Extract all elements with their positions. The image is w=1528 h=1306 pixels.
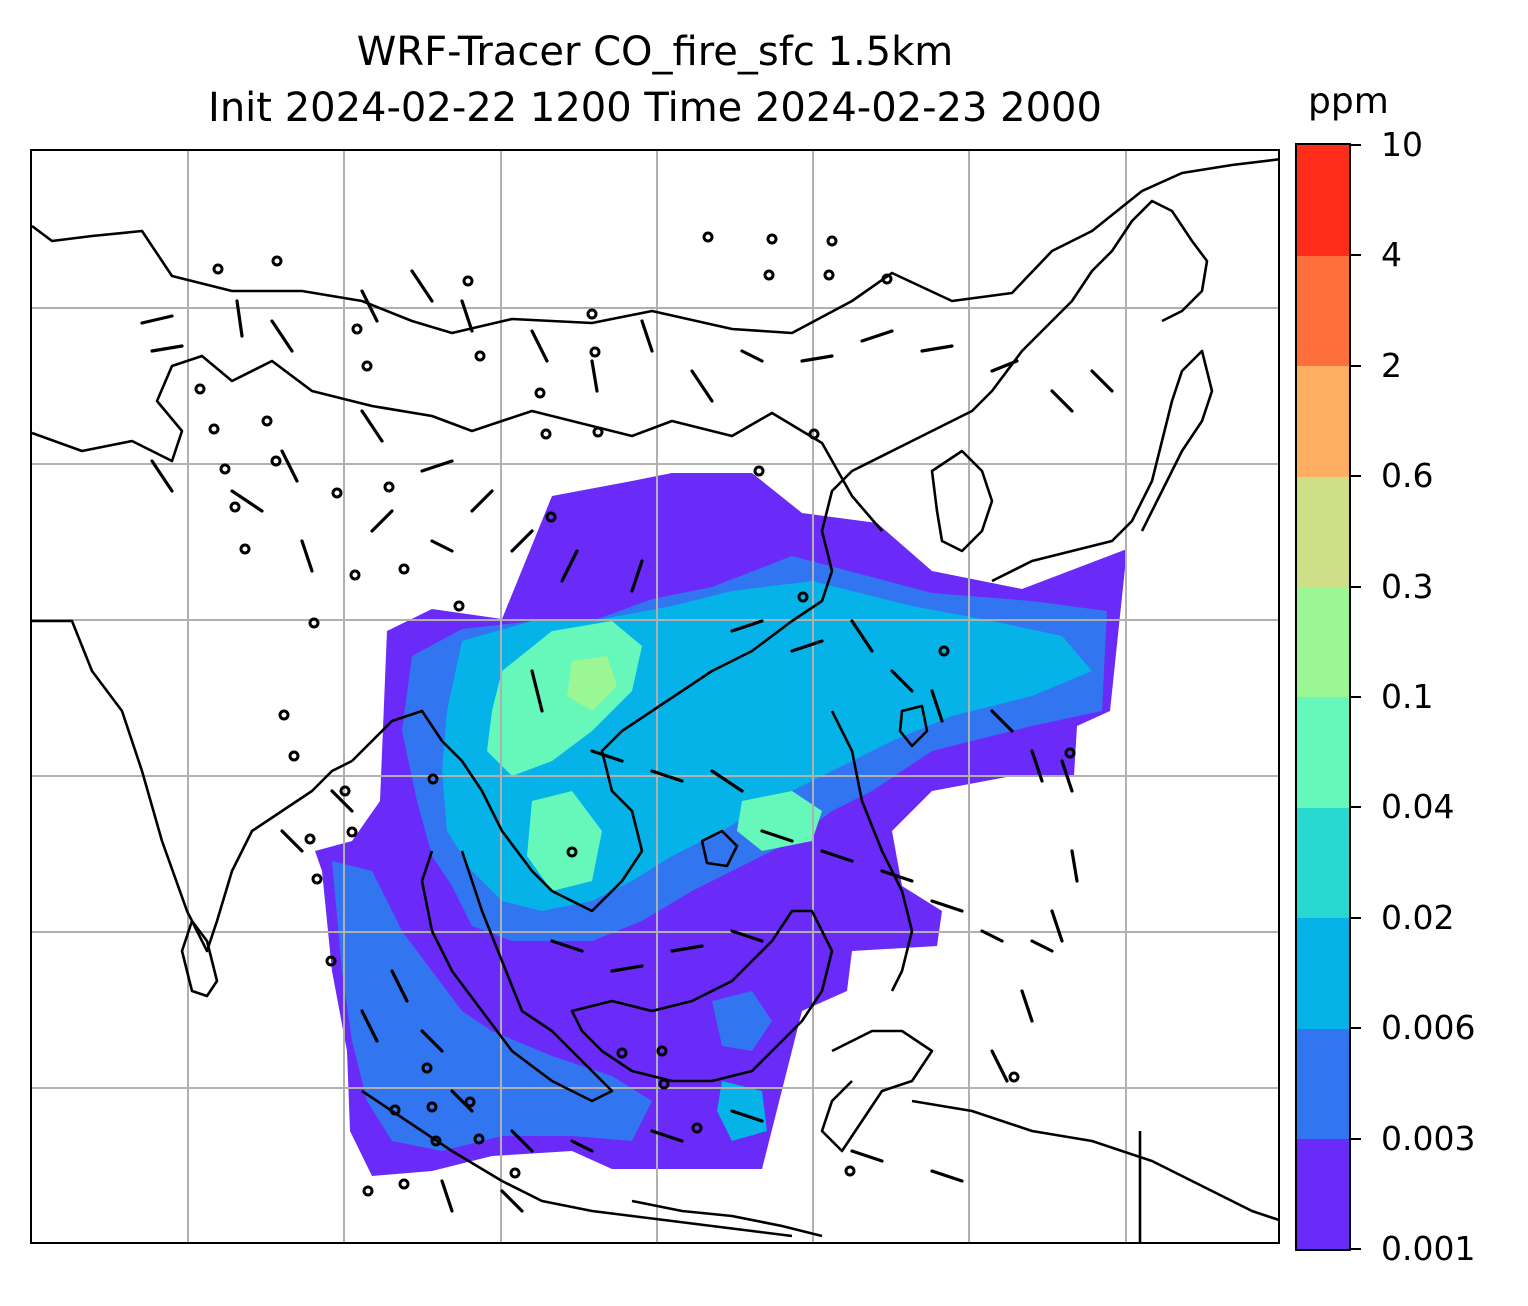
colorbar-tick-label: 0.1	[1381, 677, 1434, 716]
co-plume-layer	[315, 473, 1127, 1176]
coast-new-guinea	[911, 1099, 1278, 1222]
coast-japan	[991, 349, 1214, 583]
colorbar-tick-mark	[1351, 1137, 1361, 1140]
map-canvas	[32, 151, 1278, 1242]
coast-hainan	[700, 829, 739, 868]
colorbar-band-0	[1297, 1138, 1349, 1250]
coast-sulawesi	[820, 1029, 934, 1153]
colorbar-band-7	[1297, 365, 1349, 477]
map-title-line-2: Init 2024-02-22 1200 Time 2024-02-23 200…	[208, 85, 1102, 131]
coast-borneo	[570, 909, 834, 1083]
colorbar-tick-mark	[1351, 475, 1361, 478]
colorbar-tick-label: 0.003	[1381, 1118, 1476, 1158]
colorbar-tick-label: 0.001	[1381, 1229, 1476, 1268]
plume-borneo-patch	[712, 991, 772, 1051]
map-title-line-1: WRF-Tracer CO_fire_sfc 1.5km	[356, 29, 954, 75]
colorbar-band-5	[1297, 586, 1349, 698]
coast-malay-peninsula	[420, 850, 614, 1103]
map-gridlines	[32, 151, 1278, 1242]
calm-wind-markers	[194, 231, 1076, 1197]
wind-barbs-layer	[140, 269, 1114, 1213]
plume-java-patch	[717, 1081, 767, 1141]
colorbar-tick-label: 0.3	[1381, 566, 1434, 606]
plume-peak-region	[567, 656, 617, 711]
coast-korea	[930, 449, 994, 553]
colorbar-tick-label: 0.006	[1381, 1008, 1476, 1048]
coast-taiwan	[898, 704, 929, 748]
colorbar-tick-label: 4	[1381, 235, 1402, 275]
colorbar-tick-label: 0.6	[1381, 456, 1434, 496]
colorbar-tick-mark	[1351, 916, 1361, 919]
coast-se-asia	[351, 199, 1209, 913]
colorbar-tick-mark	[1351, 144, 1361, 146]
coast-central-asia	[32, 354, 883, 532]
plume-high-region-3	[737, 791, 822, 851]
colorbar-band-4	[1297, 697, 1349, 808]
colorbar-tick-label: 0.04	[1381, 787, 1455, 827]
map-panel	[30, 149, 1280, 1244]
plume-low-sea-region	[332, 861, 652, 1151]
colorbar-band-1	[1297, 1028, 1349, 1140]
colorbar-unit-label: ppm	[1308, 81, 1389, 122]
colorbar-tick-mark	[1351, 254, 1361, 257]
colorbar-tick-mark	[1351, 1248, 1361, 1250]
colorbar-band-8	[1297, 255, 1349, 367]
coast-india	[32, 619, 353, 953]
coast-sri-lanka	[180, 919, 219, 998]
colorbar-tick-label: 2	[1381, 345, 1402, 385]
colorbar-tick-mark	[1351, 364, 1361, 367]
coast-north-asia	[32, 158, 1278, 335]
colorbar-tick-mark	[1351, 1027, 1361, 1030]
colorbar-tick-mark	[1351, 806, 1361, 809]
colorbar-tick-label: 10	[1381, 125, 1423, 164]
colorbar-tick-mark	[1351, 696, 1361, 698]
coast-philippines	[830, 710, 914, 992]
colorbar-tick-label: 0.02	[1381, 897, 1455, 937]
plume-high-region-2	[527, 791, 602, 891]
colorbar-tick-mark	[1351, 585, 1361, 588]
colorbar-band-2	[1297, 917, 1349, 1029]
coast-java	[631, 1199, 823, 1238]
colorbar-band-9	[1297, 145, 1349, 256]
colorbar	[1295, 143, 1351, 1251]
colorbar-band-6	[1297, 476, 1349, 588]
colorbar-band-3	[1297, 807, 1349, 919]
